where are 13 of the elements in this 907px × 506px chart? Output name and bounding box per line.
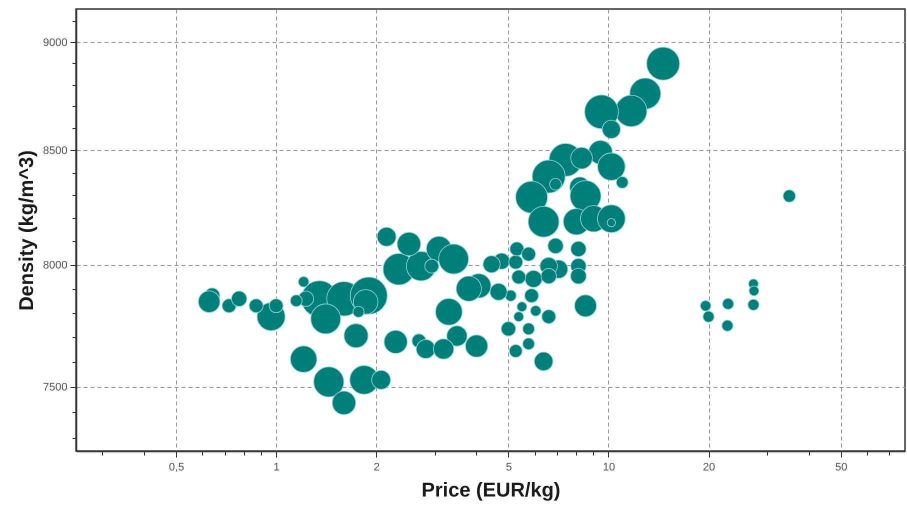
- y-tick-label: 9000: [43, 36, 68, 49]
- y-tick-label: 7500: [43, 381, 68, 394]
- x-tick-label: 2: [374, 462, 380, 474]
- x-tick-label: 5: [506, 462, 512, 474]
- x-tick-label: 10: [602, 462, 616, 474]
- y-tick-label: 8500: [43, 144, 68, 157]
- x-tick-label: 0,5: [168, 462, 184, 474]
- x-tick-label: 1: [274, 462, 280, 474]
- x-axis-title: Price (EUR/kg): [422, 480, 560, 502]
- y-tick-label: 8000: [43, 259, 68, 272]
- x-tick-label: 50: [835, 462, 848, 474]
- y-axis-title: Density (kg/m^3): [16, 150, 38, 311]
- x-tick-label: 20: [702, 462, 716, 474]
